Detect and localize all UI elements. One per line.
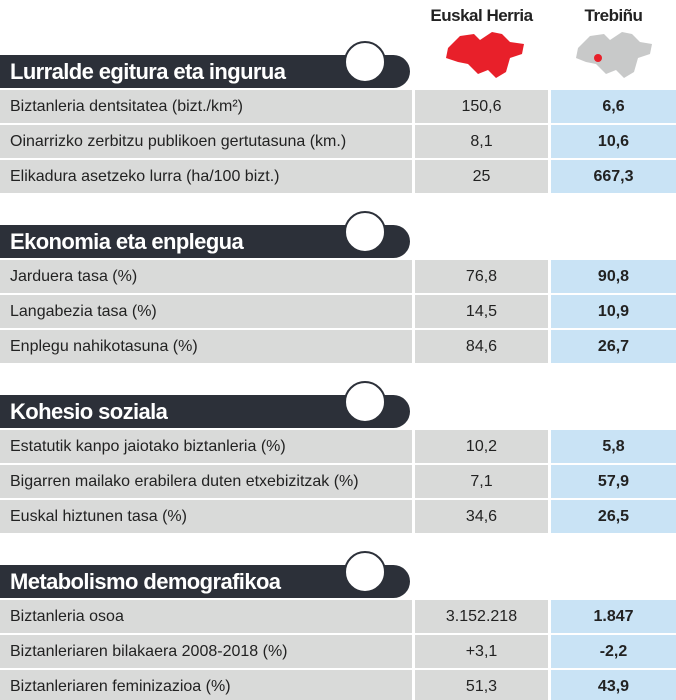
map-trebinu xyxy=(576,32,652,78)
section-header: Kohesio soziala xyxy=(0,395,410,428)
value-trebinu: -2,2 xyxy=(551,635,676,668)
value-trebinu: 43,9 xyxy=(551,670,676,700)
row-label: Langabezia tasa (%) xyxy=(0,295,412,328)
row-label: Biztanleria osoa xyxy=(0,600,412,633)
value-euskal-herria: 150,6 xyxy=(415,90,548,123)
value-trebinu: 667,3 xyxy=(551,160,676,193)
section-icon xyxy=(344,381,386,423)
value-trebinu: 90,8 xyxy=(551,260,676,293)
section-header: Metabolismo demografikoa xyxy=(0,565,410,598)
row-label: Elikadura asetzeko lurra (ha/100 bizt.) xyxy=(0,160,412,193)
row-label: Biztanleriaren feminizazioa (%) xyxy=(0,670,412,700)
value-trebinu: 57,9 xyxy=(551,465,676,498)
value-euskal-herria: 34,6 xyxy=(415,500,548,533)
map-euskal-herria xyxy=(446,32,524,78)
section-icon xyxy=(344,41,386,83)
value-euskal-herria: 7,1 xyxy=(415,465,548,498)
row-label: Estatutik kanpo jaiotako biztanleria (%) xyxy=(0,430,412,463)
value-euskal-herria: 10,2 xyxy=(415,430,548,463)
value-euskal-herria: 8,1 xyxy=(415,125,548,158)
value-euskal-herria: 3.152.218 xyxy=(415,600,548,633)
column-header: Trebiñu xyxy=(584,6,643,25)
row-label: Enplegu nahikotasuna (%) xyxy=(0,330,412,363)
row-label: Euskal hiztunen tasa (%) xyxy=(0,500,412,533)
section-title: Ekonomia eta enplegua xyxy=(10,229,244,254)
row-label: Oinarrizko zerbitzu publikoen gertutasun… xyxy=(0,125,412,158)
section-title: Kohesio soziala xyxy=(10,399,168,424)
section-title: Metabolismo demografikoa xyxy=(10,569,281,594)
section-title: Lurralde egitura eta ingurua xyxy=(10,59,286,84)
section-icon xyxy=(344,211,386,253)
value-euskal-herria: 76,8 xyxy=(415,260,548,293)
section-header: Ekonomia eta enplegua xyxy=(0,225,410,258)
section-header: Lurralde egitura eta ingurua xyxy=(0,55,410,88)
value-trebinu: 10,9 xyxy=(551,295,676,328)
row-label: Bigarren mailako erabilera duten etxebiz… xyxy=(0,465,412,498)
value-euskal-herria: 84,6 xyxy=(415,330,548,363)
value-trebinu: 26,7 xyxy=(551,330,676,363)
column-header: Euskal Herria xyxy=(430,6,533,25)
value-trebinu: 6,6 xyxy=(551,90,676,123)
section-icon xyxy=(344,551,386,593)
value-trebinu: 5,8 xyxy=(551,430,676,463)
value-euskal-herria: +3,1 xyxy=(415,635,548,668)
value-trebinu: 1.847 xyxy=(551,600,676,633)
row-label: Biztanleriaren bilakaera 2008-2018 (%) xyxy=(0,635,412,668)
value-trebinu: 10,6 xyxy=(551,125,676,158)
row-label: Biztanleria dentsitatea (bizt./km²) xyxy=(0,90,412,123)
value-euskal-herria: 51,3 xyxy=(415,670,548,700)
value-euskal-herria: 14,5 xyxy=(415,295,548,328)
value-euskal-herria: 25 xyxy=(415,160,548,193)
row-label: Jarduera tasa (%) xyxy=(0,260,412,293)
value-trebinu: 26,5 xyxy=(551,500,676,533)
